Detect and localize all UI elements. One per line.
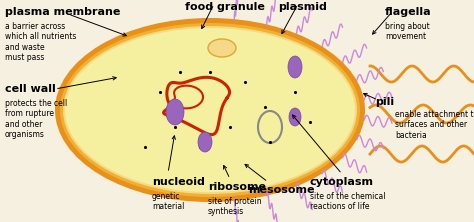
Ellipse shape bbox=[65, 28, 355, 192]
Text: protects the cell
from rupture
and other
organisms: protects the cell from rupture and other… bbox=[5, 99, 67, 139]
Text: ribosome: ribosome bbox=[208, 182, 266, 192]
Text: cell wall: cell wall bbox=[5, 84, 56, 94]
Text: bring about
movement: bring about movement bbox=[385, 22, 430, 41]
Text: plasma membrane: plasma membrane bbox=[5, 7, 120, 17]
Text: enable attachment to
surfaces and other
bacteria: enable attachment to surfaces and other … bbox=[395, 110, 474, 140]
Ellipse shape bbox=[60, 23, 360, 197]
Text: a barrier across
which all nutrients
and waste
must pass: a barrier across which all nutrients and… bbox=[5, 22, 76, 62]
Text: mesosome: mesosome bbox=[248, 185, 315, 195]
Ellipse shape bbox=[55, 18, 365, 202]
Text: food granule: food granule bbox=[185, 2, 265, 12]
Text: genetic
material: genetic material bbox=[152, 192, 184, 211]
Text: nucleoid: nucleoid bbox=[152, 177, 205, 187]
Ellipse shape bbox=[208, 39, 236, 57]
Ellipse shape bbox=[288, 56, 302, 78]
Ellipse shape bbox=[289, 108, 301, 126]
Text: site of protein
synthesis: site of protein synthesis bbox=[208, 197, 262, 216]
Text: flagella: flagella bbox=[385, 7, 432, 17]
Text: cytoplasm: cytoplasm bbox=[310, 177, 374, 187]
Text: plasmid: plasmid bbox=[278, 2, 327, 12]
Text: pili: pili bbox=[375, 97, 394, 107]
Ellipse shape bbox=[166, 99, 184, 125]
Ellipse shape bbox=[63, 26, 357, 194]
Text: site of the chemical
reactions of life: site of the chemical reactions of life bbox=[310, 192, 385, 211]
Ellipse shape bbox=[198, 132, 212, 152]
